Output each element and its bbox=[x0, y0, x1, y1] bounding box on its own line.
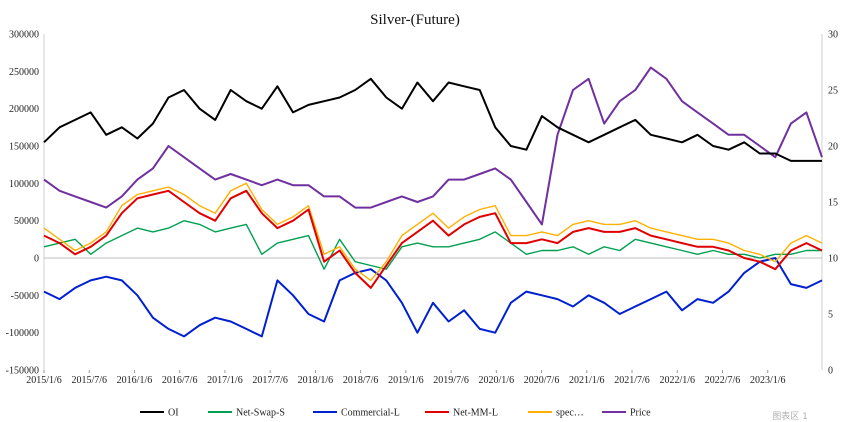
left-tick-label: 150000 bbox=[9, 142, 39, 153]
x-tick-label: 2018/1/6 bbox=[298, 375, 334, 386]
x-tick-label: 2015/7/6 bbox=[71, 375, 107, 386]
series-line-spec bbox=[43, 182, 823, 282]
right-tick-label: 0 bbox=[828, 366, 833, 377]
series-line-net-swap-s bbox=[43, 219, 822, 270]
x-tick-label: 2017/7/6 bbox=[252, 375, 288, 386]
left-tick-label: 100000 bbox=[9, 179, 39, 190]
left-tick-label: -50000 bbox=[11, 291, 39, 302]
x-tick-label: 2019/1/6 bbox=[388, 375, 424, 386]
legend-label-net-swap-s: Net-Swap-S bbox=[236, 408, 285, 419]
x-tick-label: 2016/7/6 bbox=[162, 375, 198, 386]
x-tick-label: 2015/1/6 bbox=[26, 375, 62, 386]
left-tick-label: 0 bbox=[34, 254, 39, 265]
series-layer bbox=[43, 66, 823, 338]
right-tick-label: 15 bbox=[828, 198, 838, 209]
x-tick-label: 2021/1/6 bbox=[569, 375, 605, 386]
x-tick-label: 2020/7/6 bbox=[524, 375, 560, 386]
x-tick-label: 2021/7/6 bbox=[614, 375, 650, 386]
right-tick-label: 25 bbox=[828, 86, 838, 97]
left-tick-label: -100000 bbox=[6, 328, 39, 339]
legend-label-commercial-l: Commercial-L bbox=[341, 408, 400, 419]
left-tick-label: -150000 bbox=[6, 366, 39, 377]
left-tick-label: 250000 bbox=[9, 67, 39, 78]
legend-label-net-mm-l: Net-MM-L bbox=[453, 408, 498, 419]
series-line-price bbox=[43, 66, 823, 226]
x-tick-label: 2022/1/6 bbox=[659, 375, 695, 386]
x-tick-label: 2019/7/6 bbox=[433, 375, 469, 386]
x-tick-label: 2016/1/6 bbox=[117, 375, 153, 386]
right-tick-label: 5 bbox=[828, 310, 833, 321]
right-tick-label: 10 bbox=[828, 254, 838, 265]
plot-frame bbox=[43, 34, 823, 370]
x-tick-label: 2017/1/6 bbox=[207, 375, 243, 386]
left-tick-label: 200000 bbox=[9, 104, 39, 115]
left-tick-label: 300000 bbox=[9, 30, 39, 41]
legend-label-price: Price bbox=[630, 408, 651, 419]
right-tick-label: 30 bbox=[828, 30, 838, 41]
legend: OI Net-Swap-S Commercial-L Net-MM-L spec… Pri… bbox=[140, 408, 651, 419]
x-axis-ticks: 2015/1/6 2015/7/6 2016/1/6 2016/7/6 2017/1/6… bbox=[26, 370, 786, 386]
right-tick-label: 20 bbox=[828, 142, 838, 153]
right-axis-ticks: 30 25 20 15 10 5 0 bbox=[828, 30, 838, 377]
series-line-oi bbox=[43, 77, 822, 162]
x-tick-label: 2020/1/6 bbox=[479, 375, 515, 386]
left-tick-label: 50000 bbox=[14, 216, 39, 227]
chart-title: Silver-(Future) bbox=[370, 12, 460, 28]
series-line-net-mm-l bbox=[43, 189, 823, 289]
series-line-commercial-l bbox=[43, 257, 823, 338]
chart-area-watermark: 图表区 1 bbox=[772, 410, 808, 422]
x-tick-label: 2018/7/6 bbox=[343, 375, 379, 386]
legend-label-spec: spec… bbox=[556, 408, 584, 419]
x-tick-label: 2023/1/6 bbox=[750, 375, 786, 386]
left-axis-ticks: 300000 250000 200000 150000 100000 50000 0 -500… bbox=[6, 30, 39, 377]
legend-label-oi: OI bbox=[168, 408, 179, 419]
x-tick-label: 2022/7/6 bbox=[705, 375, 741, 386]
